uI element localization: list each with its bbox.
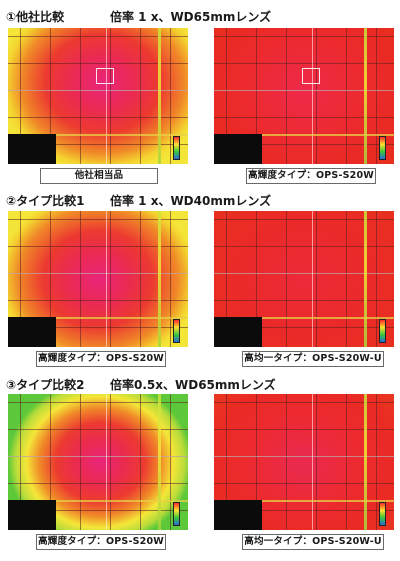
- edge-line: [8, 317, 188, 319]
- panel-caption: 他社相当品: [40, 168, 158, 184]
- edge-streak: [158, 394, 161, 530]
- color-scale-bar: [379, 136, 386, 160]
- section-title: ①他社比較: [6, 10, 65, 24]
- crosshair-horizontal: [8, 456, 188, 457]
- measurement-readout: [214, 500, 262, 530]
- section-condition: 倍率 1 x、WD40mmレンズ: [110, 194, 272, 208]
- crosshair-horizontal: [8, 90, 188, 91]
- edge-streak: [158, 28, 161, 164]
- measurement-readout: [214, 317, 262, 347]
- color-scale-bar: [379, 502, 386, 526]
- panel-caption: 高輝度タイプ：OPS-S20W: [36, 534, 166, 550]
- panel-caption: 高均一タイプ：OPS-S20W-U: [242, 534, 384, 550]
- measurement-roi: [96, 68, 114, 84]
- panel-caption: 高均一タイプ：OPS-S20W-U: [242, 351, 384, 367]
- crosshair-vertical: [106, 394, 107, 530]
- crosshair-vertical: [106, 28, 107, 164]
- edge-line: [214, 317, 394, 319]
- heatmap-image: [214, 211, 394, 347]
- edge-line: [214, 134, 394, 136]
- section-title: ③タイプ比較2: [6, 378, 85, 392]
- measurement-readout: [8, 500, 56, 530]
- measurement-readout: [214, 134, 262, 164]
- panel-caption: 高輝度タイプ：OPS-S20W: [246, 168, 376, 184]
- heatmap-image: [8, 394, 188, 530]
- section-condition: 倍率 1 x、WD65mmレンズ: [110, 10, 272, 24]
- measurement-readout: [8, 317, 56, 347]
- crosshair-horizontal: [8, 273, 188, 274]
- section-condition: 倍率0.5x、WD65mmレンズ: [110, 378, 276, 392]
- heatmap-image: [8, 28, 188, 164]
- measurement-readout: [8, 134, 56, 164]
- color-scale-bar: [173, 136, 180, 160]
- heatmap-image: [8, 211, 188, 347]
- section-heading: ①他社比較 倍率 1 x、WD65mmレンズ: [6, 8, 271, 25]
- color-scale-bar: [173, 319, 180, 343]
- heatmap-image: [214, 394, 394, 530]
- crosshair-horizontal: [214, 456, 394, 457]
- edge-streak: [364, 28, 367, 164]
- color-scale-bar: [379, 319, 386, 343]
- crosshair-horizontal: [214, 90, 394, 91]
- panel-caption: 高輝度タイプ：OPS-S20W: [36, 351, 166, 367]
- crosshair-vertical: [312, 28, 313, 164]
- crosshair-horizontal: [214, 273, 394, 274]
- section-heading: ③タイプ比較2 倍率0.5x、WD65mmレンズ: [6, 376, 276, 393]
- heatmap-image: [214, 28, 394, 164]
- crosshair-vertical: [106, 211, 107, 347]
- measurement-roi: [302, 68, 320, 84]
- color-scale-bar: [173, 502, 180, 526]
- crosshair-vertical: [312, 394, 313, 530]
- section-title: ②タイプ比較1: [6, 194, 85, 208]
- edge-streak: [364, 394, 367, 530]
- edge-line: [8, 134, 188, 136]
- edge-streak: [158, 211, 161, 347]
- edge-streak: [364, 211, 367, 347]
- edge-line: [214, 500, 394, 502]
- crosshair-vertical: [312, 211, 313, 347]
- section-heading: ②タイプ比較1 倍率 1 x、WD40mmレンズ: [6, 192, 271, 209]
- edge-line: [8, 500, 188, 502]
